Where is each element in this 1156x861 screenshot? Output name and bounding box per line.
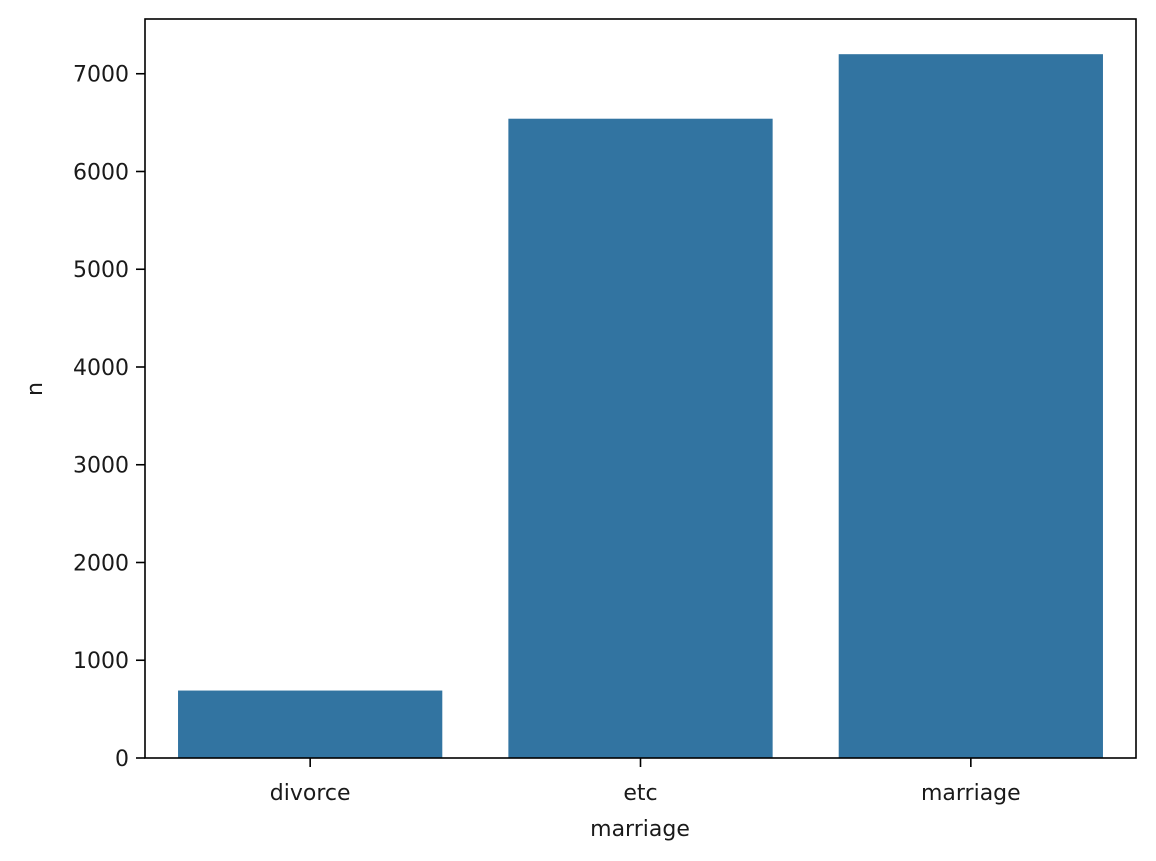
y-tick-label: 6000 xyxy=(73,160,129,185)
y-tick-label: 2000 xyxy=(73,551,129,576)
bar-marriage xyxy=(838,54,1103,758)
x-tick-label: marriage xyxy=(921,781,1021,806)
y-tick-label: 3000 xyxy=(73,454,129,479)
y-tick-label: 5000 xyxy=(73,258,129,283)
y-tick-label: 7000 xyxy=(73,63,129,88)
bar-divorce xyxy=(178,690,443,758)
y-tick-label: 0 xyxy=(115,747,129,772)
x-tick-label: divorce xyxy=(270,781,351,806)
x-axis-title: marriage xyxy=(590,817,690,842)
y-tick-label: 4000 xyxy=(73,356,129,381)
bar-etc xyxy=(508,118,773,758)
plot-frame xyxy=(144,18,1137,759)
x-tick-label: etc xyxy=(623,781,657,806)
bar-group xyxy=(178,54,1103,758)
y-tick-label: 1000 xyxy=(73,649,129,674)
y-axis-title: n xyxy=(23,382,48,396)
x-axis: divorce etc marriage xyxy=(270,758,1021,806)
y-axis: 0 1000 2000 3000 4000 5000 6000 7000 xyxy=(73,63,145,772)
